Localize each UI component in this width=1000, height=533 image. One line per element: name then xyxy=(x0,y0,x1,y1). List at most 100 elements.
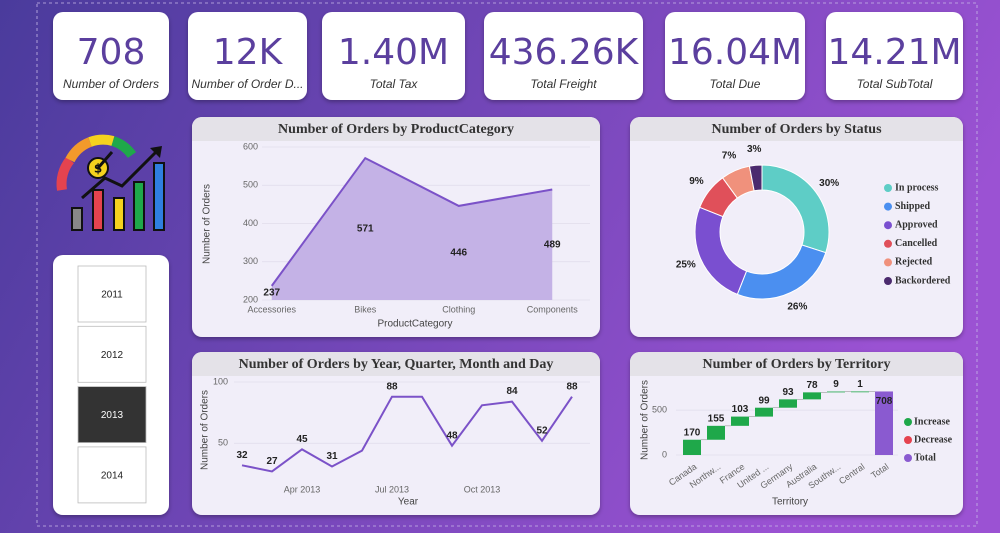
data-label: 3% xyxy=(747,144,762,155)
kpi-card: 708 Number of Orders xyxy=(53,12,169,100)
kpi-value: 1.40M xyxy=(338,32,449,73)
x-tick-label: Clothing xyxy=(442,304,475,314)
kpi-card-bg xyxy=(826,12,963,100)
kpi-value: 436.26K xyxy=(489,32,640,73)
legend-label: In process xyxy=(895,182,939,193)
legend-marker xyxy=(904,454,912,462)
y-tick-label: 400 xyxy=(243,218,258,228)
kpi-label: Number of Order D... xyxy=(191,77,303,91)
chart-panel xyxy=(630,117,963,337)
slicer-label[interactable]: 2014 xyxy=(101,471,124,482)
legend-marker xyxy=(884,202,892,211)
kpi-card: 14.21M Total SubTotal xyxy=(826,12,963,100)
kpi-card-bg xyxy=(322,12,465,100)
slicer-label[interactable]: 2012 xyxy=(101,350,124,361)
y-tick-label: 50 xyxy=(218,438,228,448)
legend-marker xyxy=(884,221,892,230)
x-tick-label: Apr 2013 xyxy=(284,484,321,494)
y-tick-label: 0 xyxy=(662,449,667,459)
kpi-card: 12K Number of Order D... xyxy=(188,12,307,100)
y-tick-label: 500 xyxy=(652,405,667,415)
data-label: 571 xyxy=(357,224,374,235)
data-label: 78 xyxy=(806,380,818,391)
kpi-value: 16.04M xyxy=(668,32,802,73)
area-line xyxy=(270,156,553,287)
data-label: 446 xyxy=(450,248,467,259)
slicer-label[interactable]: 2011 xyxy=(101,290,123,301)
data-label: 103 xyxy=(732,404,749,415)
data-label: 27 xyxy=(266,456,278,467)
x-tick-label: Bikes xyxy=(354,304,377,314)
kpi-card-bg xyxy=(665,12,805,100)
data-label: 99 xyxy=(758,395,770,406)
slicer-button[interactable] xyxy=(77,325,147,383)
canvas-border xyxy=(36,2,978,527)
legend-marker xyxy=(904,436,912,444)
slicer-button[interactable] xyxy=(77,265,147,323)
data-label: 170 xyxy=(684,427,701,438)
y-axis-title: Number of Orders xyxy=(640,380,651,460)
waterfall-bar xyxy=(707,425,725,440)
x-tick-label: Components xyxy=(527,304,579,314)
chart-title-bar xyxy=(630,352,963,376)
donut-slice xyxy=(748,164,763,192)
data-label: 93 xyxy=(782,387,794,398)
x-axis-title: Year xyxy=(398,497,419,508)
waterfall-bar xyxy=(731,416,749,426)
legend-label: Approved xyxy=(895,219,938,230)
y-axis-title: Number of Orders xyxy=(202,184,213,264)
chart-title-bar xyxy=(192,117,600,141)
chart-title-bar xyxy=(192,352,600,376)
chart-title: Number of Orders by Status xyxy=(711,122,882,137)
waterfall-bar xyxy=(875,391,893,455)
line-series xyxy=(241,395,573,473)
legend-label: Total xyxy=(914,452,936,463)
legend-marker xyxy=(884,258,892,267)
chart-title: Number of Orders by Territory xyxy=(703,357,891,372)
kpi-label: Total Tax xyxy=(370,77,419,91)
data-label: 52 xyxy=(536,425,548,436)
area-fill xyxy=(271,158,553,300)
legend-label: Cancelled xyxy=(895,238,938,249)
legend-label: Increase xyxy=(914,416,950,427)
y-tick-label: 100 xyxy=(213,376,228,386)
legend-marker xyxy=(884,277,892,285)
slicer-label[interactable]: 2013 xyxy=(101,410,124,421)
slicer-button[interactable] xyxy=(77,446,147,504)
kpi-card: 1.40M Total Tax xyxy=(322,12,465,100)
waterfall-bar xyxy=(851,391,869,393)
legend-marker xyxy=(884,239,892,248)
data-label: 9 xyxy=(833,379,839,390)
kpi-label: Total Due xyxy=(710,77,761,91)
kpi-card-bg xyxy=(484,12,643,100)
data-label: 48 xyxy=(446,430,458,441)
svg-text:$: $ xyxy=(94,162,102,176)
kpi-card: 16.04M Total Due xyxy=(665,12,805,100)
x-tick-label: Accessories xyxy=(247,304,296,314)
x-tick-label: Jul 2013 xyxy=(375,484,409,494)
data-label: 7% xyxy=(722,150,737,161)
data-label: 31 xyxy=(326,451,338,462)
legend-label: Rejected xyxy=(895,257,933,268)
data-label: 1 xyxy=(857,379,863,390)
chart-title: Number of Orders by Year, Quarter, Month… xyxy=(239,357,554,372)
slicer-button[interactable] xyxy=(77,386,147,444)
waterfall-bar xyxy=(779,399,797,408)
kpi-label: Total SubTotal xyxy=(857,77,933,91)
kpi-value: 14.21M xyxy=(827,32,961,73)
waterfall-bar xyxy=(803,392,821,400)
legend-marker xyxy=(904,418,912,426)
data-label: 88 xyxy=(386,381,398,392)
data-label: 32 xyxy=(236,450,248,461)
data-label: 25% xyxy=(676,260,696,271)
data-label: 155 xyxy=(708,413,725,424)
data-label: 26% xyxy=(787,302,807,313)
y-tick-label: 600 xyxy=(243,141,258,151)
x-axis-title: Territory xyxy=(772,497,808,508)
legend-label: Decrease xyxy=(914,434,953,445)
y-tick-label: 300 xyxy=(243,256,258,266)
y-axis-title: Number of Orders xyxy=(200,390,211,470)
kpi-value: 708 xyxy=(77,32,146,73)
